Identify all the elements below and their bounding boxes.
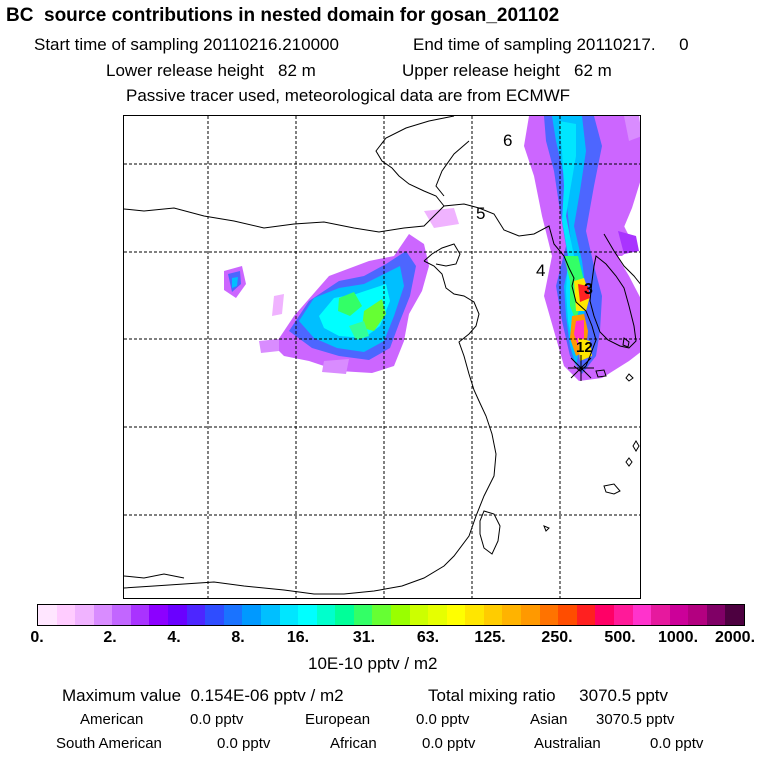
african-value: 0.0 pptv [422, 735, 476, 752]
colorbar-tick: 4. [167, 629, 181, 646]
colorbar-segment [613, 605, 633, 625]
colorbar-tick: 16. [286, 629, 310, 646]
colorbar-segment [223, 605, 243, 625]
colorbar-segment [521, 605, 540, 625]
colorbar-segment [186, 605, 206, 625]
colorbar-segment [632, 605, 652, 625]
colorbar-tick: 63. [416, 629, 440, 646]
colorbar-segment [130, 605, 150, 625]
day-label-6: 6 [503, 131, 512, 150]
colorbar-segment [483, 605, 503, 625]
colorbar-segment [558, 605, 577, 625]
upper-release-label: Upper release height 62 m [402, 61, 612, 80]
colorbar-segment [298, 605, 317, 625]
colorbar-segment [353, 605, 373, 625]
colorbar-units: 10E-10 pptv / m2 [308, 654, 438, 673]
asian-value: 3070.5 pptv [596, 711, 675, 728]
colorbar-segment [725, 605, 744, 625]
european-value: 0.0 pptv [416, 711, 470, 728]
colorbar-segment [93, 605, 113, 625]
colorbar-segment [112, 605, 131, 625]
colorbar-segment [595, 605, 614, 625]
colorbar-segment [428, 605, 447, 625]
receptor-star-icon [568, 355, 594, 381]
american-value: 0.0 pptv [190, 711, 244, 728]
colorbar [37, 604, 745, 626]
american-label: American [80, 711, 144, 728]
australian-label: Australian [534, 735, 601, 752]
colorbar-tick: 8. [231, 629, 245, 646]
map-canvas: 6 5 4 3 12 [124, 116, 640, 598]
colorbar-tick: 2. [103, 629, 117, 646]
start-time-label: Start time of sampling 20110216.210000 [34, 35, 339, 54]
colorbar-segment [372, 605, 391, 625]
colorbar-segment [502, 605, 522, 625]
end-time-label: End time of sampling 20110217. 0 [413, 35, 689, 54]
colorbar-segment [446, 605, 466, 625]
colorbar-segment [576, 605, 596, 625]
day-label-5: 5 [476, 204, 485, 223]
day-label-3: 3 [584, 281, 593, 298]
african-label: African [330, 735, 377, 752]
total-mixing-ratio: Total mixing ratio 3070.5 pptv [428, 686, 669, 705]
colorbar-segment [260, 605, 280, 625]
colorbar-segment [205, 605, 224, 625]
colorbar-segment [465, 605, 484, 625]
colorbar-tick: 0. [30, 629, 44, 646]
australian-value: 0.0 pptv [650, 735, 704, 752]
colorbar-tick: 250. [541, 629, 573, 646]
colorbar-tick: 1000. [657, 629, 699, 646]
plume-inland [224, 234, 429, 374]
day-label-4: 4 [536, 261, 545, 280]
colorbar-tick: 500. [604, 629, 636, 646]
colorbar-segment [168, 605, 187, 625]
maximum-value: Maximum value 0.154E-06 pptv / m2 [62, 686, 344, 705]
map-panel[interactable]: 6 5 4 3 12 [123, 115, 641, 599]
colorbar-segment [651, 605, 670, 625]
asian-label: Asian [530, 711, 568, 728]
colorbar-segment [56, 605, 76, 625]
colorbar-segment [669, 605, 689, 625]
colorbar-segment [539, 605, 559, 625]
south-american-value: 0.0 pptv [217, 735, 271, 752]
coastlines [124, 116, 640, 595]
lat-lon-grid [124, 116, 640, 598]
colorbar-segment [149, 605, 169, 625]
tracer-note: Passive tracer used, meteorological data… [126, 86, 571, 105]
lower-release-label: Lower release height 82 m [106, 61, 316, 80]
colorbar-segment [316, 605, 336, 625]
south-american-label: South American [56, 735, 162, 752]
colorbar-segment [75, 605, 94, 625]
plot-title: BC source contributions in nested domain… [6, 5, 560, 26]
colorbar-segment [38, 605, 57, 625]
colorbar-segment [390, 605, 410, 625]
colorbar-segment [335, 605, 354, 625]
european-label: European [305, 711, 371, 728]
colorbar-tick: 31. [352, 629, 376, 646]
day-label-12: 12 [576, 339, 593, 356]
colorbar-segment [279, 605, 299, 625]
colorbar-segment [706, 605, 726, 625]
colorbar-segment [409, 605, 429, 625]
colorbar-segment [688, 605, 707, 625]
colorbar-tick: 125. [474, 629, 506, 646]
colorbar-segment [242, 605, 261, 625]
colorbar-tick: 2000. [714, 629, 756, 646]
